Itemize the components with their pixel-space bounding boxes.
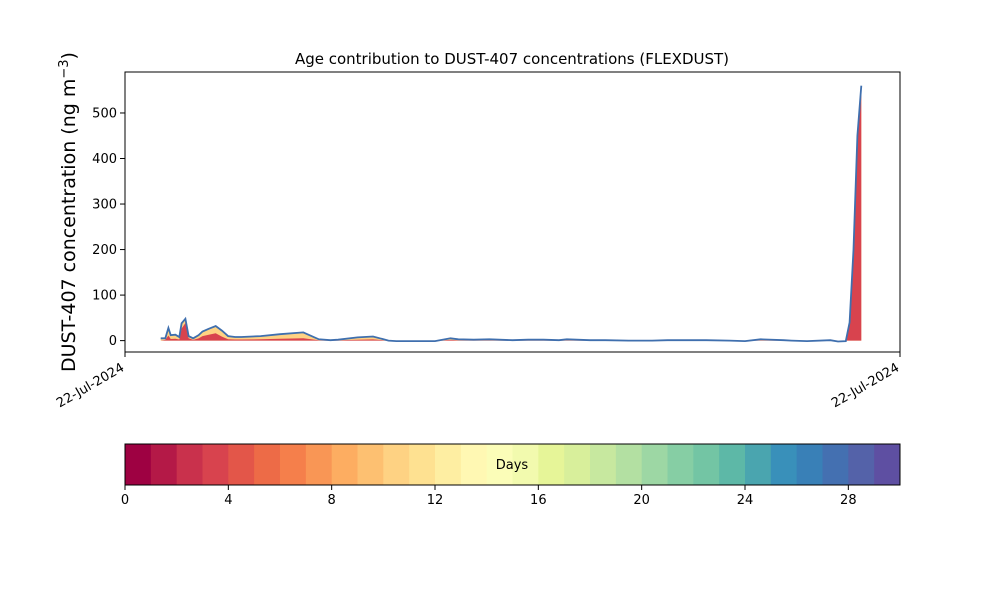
- colorbar-bin: [822, 444, 849, 485]
- colorbar-tick-label: 8: [328, 493, 336, 508]
- colorbar-bin: [280, 444, 307, 485]
- y-axis-label: DUST-407 concentration (ng m−3): [57, 52, 81, 372]
- colorbar-bin: [770, 444, 798, 485]
- colorbar-ticks: 0 4 8 12 16 20 24 28: [121, 485, 857, 508]
- colorbar-bins: [125, 444, 901, 485]
- colorbar-tick-label: 20: [633, 493, 650, 508]
- colorbar-bin: [202, 444, 229, 485]
- colorbar-bin: [564, 444, 591, 485]
- y-axis-ticks: 0 100 200 300 400 500: [92, 106, 125, 349]
- colorbar-bin: [641, 444, 668, 485]
- y-axis-label-superscript: −3: [57, 59, 72, 78]
- colorbar-bin: [848, 444, 875, 485]
- colorbar-bin: [460, 444, 488, 485]
- y-tick-label: 300: [92, 198, 117, 213]
- colorbar-tick-label: 0: [121, 493, 129, 508]
- colorbar-tick-label: 16: [530, 493, 547, 508]
- colorbar-bin: [693, 444, 720, 485]
- colorbar: 0 4 8 12 16 20 24 28 Days: [121, 443, 901, 508]
- colorbar-bin: [486, 444, 513, 485]
- colorbar-tick-label: 28: [840, 493, 857, 508]
- y-tick-label: 500: [92, 106, 117, 121]
- chart-title: Age contribution to DUST-407 concentrati…: [295, 50, 729, 68]
- y-tick-label: 0: [109, 334, 117, 349]
- colorbar-bin: [331, 444, 358, 485]
- total-concentration-line: [160, 85, 863, 343]
- colorbar-bin: [745, 444, 772, 485]
- colorbar-bin: [125, 444, 152, 485]
- colorbar-bin: [667, 444, 694, 485]
- y-axis-label-main: DUST-407 concentration (ng m: [58, 79, 80, 372]
- y-axis-label-close: ): [58, 52, 80, 59]
- colorbar-bin: [150, 444, 178, 485]
- colorbar-tick-label: 24: [737, 493, 754, 508]
- plot-area: [160, 85, 863, 343]
- y-tick-label: 100: [92, 289, 117, 304]
- colorbar-tick-label: 4: [224, 493, 232, 508]
- colorbar-bin: [615, 444, 643, 485]
- colorbar-label: Days: [496, 458, 529, 473]
- colorbar-bin: [590, 444, 617, 485]
- y-tick-label: 200: [92, 243, 117, 258]
- colorbar-bin: [874, 444, 901, 485]
- colorbar-bin: [538, 444, 565, 485]
- colorbar-bin: [409, 444, 436, 485]
- colorbar-bin: [305, 444, 333, 485]
- colorbar-bin: [512, 444, 539, 485]
- colorbar-bin: [383, 444, 410, 485]
- y-tick-label: 400: [92, 152, 117, 167]
- colorbar-bin: [228, 444, 255, 485]
- colorbar-bin: [796, 444, 823, 485]
- colorbar-bin: [435, 444, 462, 485]
- colorbar-tick-label: 12: [427, 493, 444, 508]
- colorbar-bin: [719, 444, 746, 485]
- colorbar-bin: [357, 444, 384, 485]
- colorbar-bin: [176, 444, 203, 485]
- colorbar-frame: [124, 443, 901, 486]
- colorbar-bin: [254, 444, 281, 485]
- axes-frame: [124, 71, 901, 353]
